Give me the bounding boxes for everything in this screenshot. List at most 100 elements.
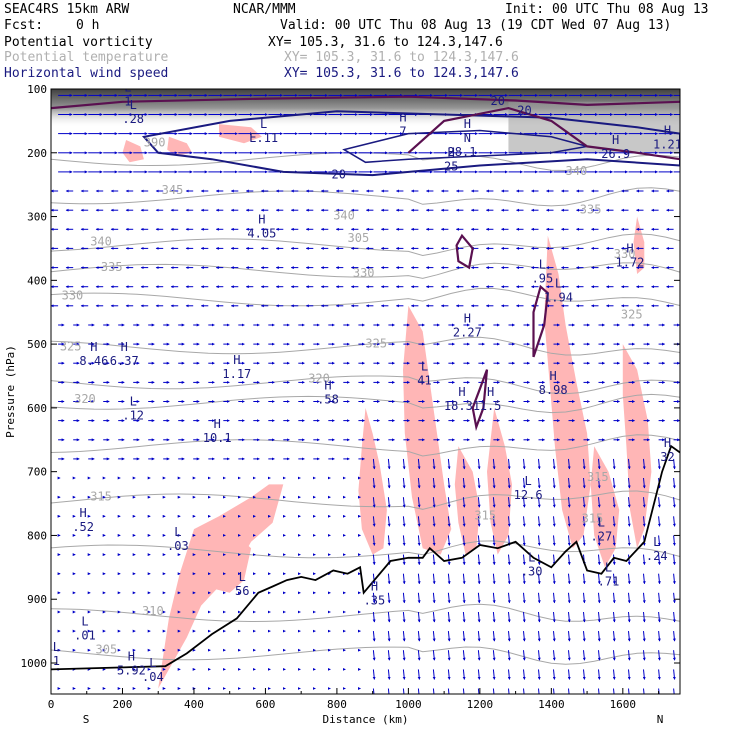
wind-label-0: 20 xyxy=(491,94,505,108)
wind-vector-1074 xyxy=(417,573,421,585)
wind-vector-964 xyxy=(657,516,661,527)
wind-vector-958 xyxy=(567,516,571,527)
wind-vector-915 xyxy=(552,497,556,508)
x-tick-label-6: 1200 xyxy=(467,698,494,711)
extremum-kind-16: H xyxy=(550,369,557,383)
extremum-kind-7: H xyxy=(664,123,671,137)
pv-contour-3 xyxy=(532,284,549,358)
wind-vector-1259 xyxy=(672,650,676,661)
wind-speed-contours-layer xyxy=(141,110,680,177)
wind-vector-1206 xyxy=(507,631,511,642)
wind-vector-1162 xyxy=(477,611,481,623)
wind-vector-1209 xyxy=(552,631,556,642)
extremum-kind-9: H xyxy=(626,241,633,255)
wind-vector-1173 xyxy=(642,611,646,623)
wind-vector-1283 xyxy=(402,669,406,680)
pv-shade-5 xyxy=(487,407,512,555)
wind-vector-837 xyxy=(642,458,646,470)
wind-vector-990 xyxy=(417,535,421,546)
wind-vector-1164 xyxy=(507,611,511,623)
axes: 0 200 400 600 800 1000 1200 1400 160010020030040… xyxy=(4,83,680,726)
wind-vector-1090 xyxy=(657,573,661,585)
y-tick-label-4: 500 xyxy=(27,338,47,351)
wind-vector-906 xyxy=(417,497,421,508)
wind-vector-1158 xyxy=(417,611,421,623)
extremum-value-21: .12 xyxy=(122,408,144,422)
theta-label-14: 305 xyxy=(96,642,118,656)
wind-vector-921 xyxy=(642,497,646,508)
wind-vector-1299 xyxy=(642,669,646,680)
pv-shade-8 xyxy=(622,344,652,549)
extremum-value-15: 1.17 xyxy=(222,367,251,381)
wind-vector-1258 xyxy=(657,650,661,661)
wind-vector-1125 xyxy=(552,592,556,604)
wind-vector-904 xyxy=(387,497,391,508)
wind-vector-955 xyxy=(522,516,526,527)
wind-vector-1293 xyxy=(552,669,556,680)
wind-vector-1044 xyxy=(597,554,601,566)
y-tick-label-9: 1000 xyxy=(21,657,48,670)
field-name-wind: Horizontal wind speed xyxy=(4,66,169,81)
wind-vector-1155 xyxy=(372,611,376,623)
wind-vector-1295 xyxy=(582,669,586,680)
wind-vector-1124 xyxy=(537,592,541,604)
wind-vector-1203 xyxy=(462,631,466,642)
wind-vector-960 xyxy=(597,516,601,527)
wind-vector-1248 xyxy=(507,650,511,661)
y-tick-label-0: 100 xyxy=(27,83,47,96)
wind-vector-1127 xyxy=(582,592,586,604)
wind-vector-1202 xyxy=(447,631,451,642)
wind-vector-824 xyxy=(447,458,451,470)
contour-labels-layer: 390 345 340 340 335 330 305 330 325 325 320 320 315 3… xyxy=(53,89,680,684)
endpoint-right: N xyxy=(657,713,664,726)
wind-vector-957 xyxy=(552,516,556,527)
wind-vector-1075 xyxy=(432,573,436,585)
theta-contours-layer xyxy=(51,152,680,665)
wind-vector-1121 xyxy=(492,592,496,604)
extremum-kind-34: H xyxy=(128,650,135,664)
pv-shading-layer xyxy=(122,124,652,689)
wind-vector-829 xyxy=(522,458,526,470)
pv-shade-6 xyxy=(544,235,591,549)
y-tick-label-6: 700 xyxy=(27,466,47,479)
wind-vector-832 xyxy=(567,458,571,470)
wind-vector-908 xyxy=(447,497,451,508)
wind-vector-909 xyxy=(462,497,466,508)
wind-vector-1083 xyxy=(552,573,556,585)
extremum-value-13: 8.46 xyxy=(79,354,108,368)
terrain-layer xyxy=(51,444,680,671)
wind-vector-952 xyxy=(477,516,481,527)
wind-vector-1298 xyxy=(627,669,631,680)
plot-frame xyxy=(50,88,681,695)
wind-vector-1241 xyxy=(402,650,406,661)
wind-vector-1211 xyxy=(582,631,586,642)
wind-vector-1031 xyxy=(402,554,406,566)
extremum-value-19: 18.31 xyxy=(444,399,480,413)
wind-vector-1045 xyxy=(612,554,616,566)
wind-vector-917 xyxy=(582,497,586,508)
extremum-value-25: .52 xyxy=(72,520,94,534)
extremum-kind-2: L xyxy=(260,117,267,131)
wind-vector-869 xyxy=(492,477,496,489)
wind-vector-1214 xyxy=(627,631,631,642)
wind-vector-1245 xyxy=(462,650,466,661)
wind-vector-1077 xyxy=(462,573,466,585)
extremum-kind-28: L xyxy=(653,535,660,549)
extremum-value-5: 25 xyxy=(444,160,458,174)
fcst-value: 0 h xyxy=(76,18,100,33)
extremum-kind-35: L xyxy=(149,656,156,670)
wind-vector-821 xyxy=(402,458,406,470)
theta-contour-12 xyxy=(51,646,680,665)
wind-vector-1281 xyxy=(372,669,376,680)
extremum-kind-22: H xyxy=(214,417,221,431)
extremum-kind-29: L xyxy=(528,551,535,565)
valid-time: Valid: 00 UTC Thu 08 Aug 13 (19 CDT Wed … xyxy=(280,18,672,33)
wind-vector-1244 xyxy=(447,650,451,661)
wind-label-1: 20 xyxy=(331,167,345,181)
wind-vector-1239 xyxy=(372,650,376,661)
wind-vector-820 xyxy=(387,458,391,470)
field-name-theta: Potential temperature xyxy=(4,50,169,65)
wind-vector-1291 xyxy=(522,669,526,680)
wind-vector-1292 xyxy=(537,669,541,680)
field-xy-theta: XY= 105.3, 31.6 to 124.3,147.6 xyxy=(284,50,519,65)
